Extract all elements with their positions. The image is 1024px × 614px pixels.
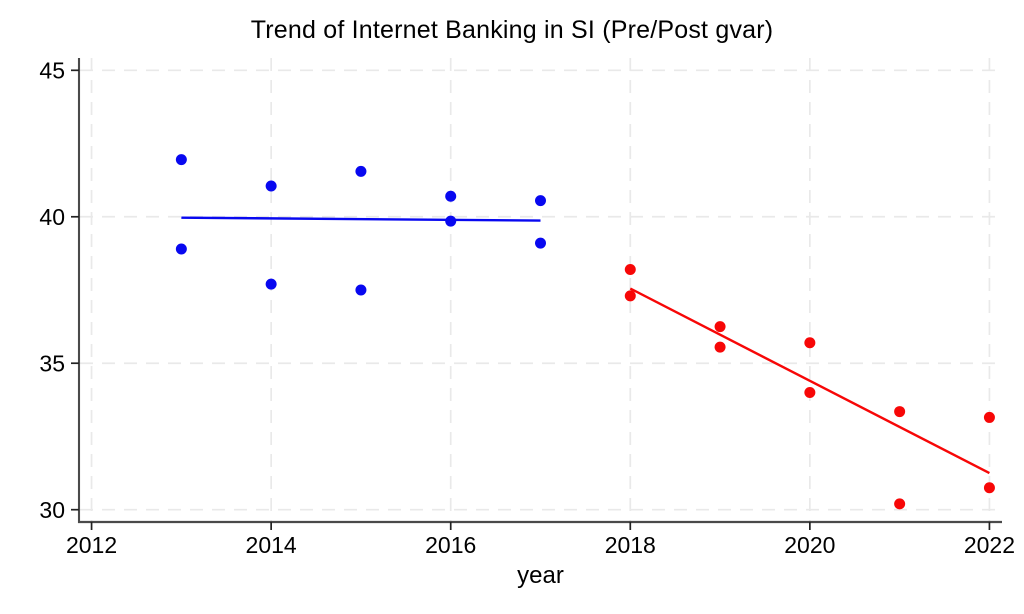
post-gvar-scatter-point-9 [983, 482, 995, 494]
x-tick-label-2018: 2018 [605, 532, 656, 558]
pre-gvar-scatter-point-4 [355, 165, 367, 177]
pre-gvar-scatter-point-1 [175, 243, 187, 255]
pre-gvar-fit-line [181, 216, 541, 222]
x-tick-label-2014: 2014 [246, 532, 297, 558]
post-gvar-scatter-point-6 [894, 406, 906, 418]
pre-gvar-scatter-point-8 [535, 195, 546, 207]
pre-gvar-scatter-point-0 [175, 154, 187, 166]
pre-gvar-scatter-point-7 [445, 215, 457, 227]
x-tick-label-2020: 2020 [784, 532, 835, 558]
x-tick-label-2012: 2012 [66, 532, 117, 558]
pre-gvar-scatter-point-5 [355, 284, 367, 296]
y-tick-label-40: 40 [39, 204, 65, 230]
post-gvar-scatter-point-2 [714, 321, 726, 333]
pre-gvar-scatter-point-9 [535, 237, 546, 249]
pre-gvar-scatter-point-6 [445, 190, 457, 202]
post-gvar-scatter-point-4 [804, 337, 816, 349]
y-tick-label-30: 30 [39, 497, 65, 523]
pre-gvar-scatter-point-2 [265, 180, 277, 192]
y-tick-label-35: 35 [39, 351, 65, 377]
x-tick-label-2022: 2022 [964, 532, 1015, 558]
y-tick-label-45: 45 [39, 58, 65, 84]
post-gvar-scatter-point-1 [624, 290, 636, 302]
post-gvar-fit-line [629, 287, 990, 475]
post-gvar-scatter-point-8 [983, 411, 995, 423]
x-axis-label: year [517, 562, 564, 589]
post-gvar-scatter-point-7 [894, 498, 906, 510]
post-gvar-scatter-point-0 [624, 263, 636, 275]
x-tick-label-2016: 2016 [425, 532, 476, 558]
chart-title: Trend of Internet Banking in SI (Pre/Pos… [250, 16, 774, 44]
pre-gvar-scatter-point-3 [265, 278, 277, 290]
post-gvar-scatter-point-3 [714, 341, 726, 353]
post-gvar-scatter-point-5 [804, 387, 816, 399]
